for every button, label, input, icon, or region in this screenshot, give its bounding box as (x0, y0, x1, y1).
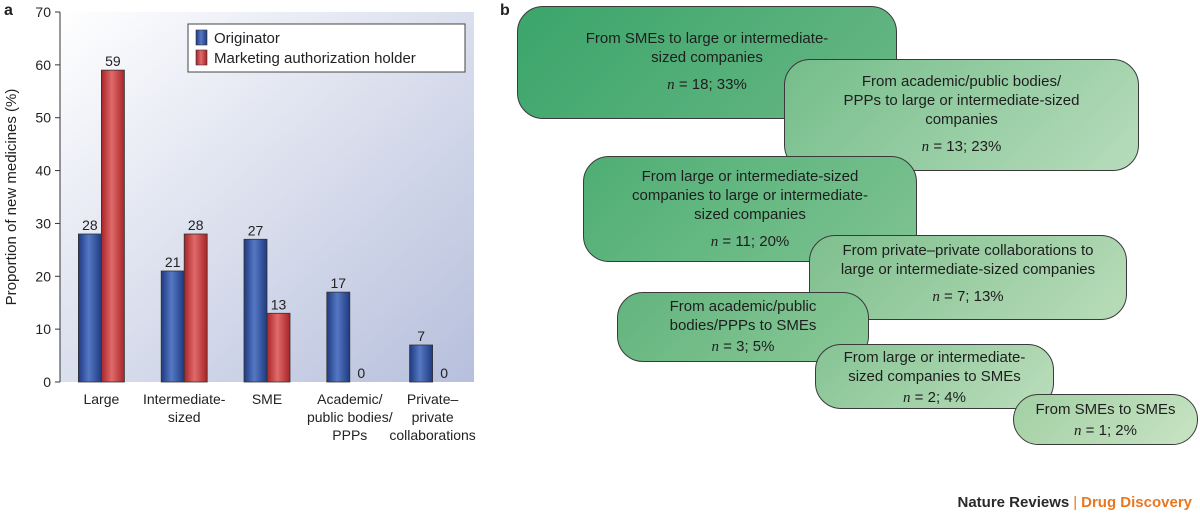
category-label: Academic/public bodies/PPPs (307, 391, 393, 443)
originator-bar (78, 233, 102, 383)
mah-bar (183, 233, 208, 383)
flow-text: From academic/public bodies/ (861, 73, 1062, 90)
flow-text: From SMEs to large or intermediate- (585, 30, 829, 47)
y-tick-label: 30 (35, 215, 51, 231)
y-tick-label: 60 (35, 57, 51, 73)
legend-box (187, 23, 466, 73)
flow-count: n = 13; 23% (921, 138, 1002, 155)
category-label: Large (83, 391, 119, 407)
legend-label: Originator (214, 30, 280, 47)
flow-text: PPPs to large or intermediate-sized (843, 92, 1080, 109)
y-tick-label: 0 (43, 374, 51, 390)
legend: Originator Marketing authorization holder (187, 23, 466, 73)
y-axis: 0 10 20 30 40 50 60 70 (35, 4, 61, 390)
flow-box: From academic/public bodies/PPPs to larg… (784, 59, 1139, 171)
journal-section: Drug Discovery (1081, 494, 1192, 511)
legend-label: Marketing authorization holder (214, 50, 416, 67)
flow-count: n = 18; 33% (667, 76, 747, 93)
bar-value-label: 13 (271, 296, 287, 312)
flow-text: From large or intermediate-sized (641, 168, 859, 185)
flow-text: sized companies (694, 206, 806, 223)
flow-text: From SMEs to SMEs (1035, 401, 1176, 418)
y-tick-label: 40 (35, 163, 51, 179)
journal-name: Nature Reviews (957, 494, 1070, 511)
flow-count: n = 1; 2% (1074, 422, 1137, 439)
flow-text: bodies/PPPs to SMEs (669, 317, 817, 334)
y-tick-label: 70 (35, 4, 51, 20)
bar-value-label: 17 (331, 275, 347, 291)
category-label: SME (252, 391, 282, 407)
mah-bar (101, 69, 125, 383)
panel-a-label: a (4, 2, 13, 19)
flow-count: n = 3; 5% (711, 338, 775, 355)
footer-separator: | (1073, 494, 1078, 511)
flow-box: From SMEs to SMEs n = 1; 2% (1013, 394, 1198, 445)
panel-b-label: b (500, 2, 510, 19)
bar-value-label: 0 (357, 365, 365, 381)
originator-bar (160, 270, 185, 383)
legend-swatch (195, 49, 208, 66)
flow-text: sized companies to SMEs (848, 368, 1021, 385)
flow-box: From large or intermediate-sized compani… (815, 344, 1054, 409)
flow-text: companies (925, 111, 998, 128)
flow-text: companies to large or intermediate- (632, 187, 868, 204)
flow-text: sized companies (651, 49, 763, 66)
category-label: Private– private collaborations (389, 391, 475, 443)
originator-bar (243, 238, 268, 383)
y-tick-label: 20 (35, 268, 51, 284)
mah-bar (266, 312, 291, 383)
bar-value-label: 28 (188, 217, 204, 233)
flow-text: From large or intermediate- (843, 349, 1026, 366)
bar-value-label: 28 (82, 217, 98, 233)
y-tick-label: 10 (35, 321, 51, 337)
flow-count: n = 2; 4% (903, 389, 966, 406)
bar-value-label: 59 (105, 53, 121, 69)
bars: 28 59 21 28 27 13 17 0 7 0 (78, 53, 448, 383)
bar-value-label: 27 (248, 222, 264, 238)
bar-value-label: 21 (165, 254, 181, 270)
originator-bar (326, 291, 351, 383)
footer: Nature Reviews | Drug Discovery (958, 494, 1193, 511)
bar-value-label: 7 (417, 328, 425, 344)
flow-text: From private–private collaborations to (842, 242, 1094, 259)
category-label: Intermediate-sized (143, 391, 226, 425)
legend-swatch (195, 29, 208, 46)
bar-value-label: 0 (440, 365, 448, 381)
flow-text: large or intermediate-sized companies (840, 261, 1096, 278)
y-tick-label: 50 (35, 110, 51, 126)
y-axis-label: Proportion of new medicines (%) (3, 89, 20, 306)
flow-text: From academic/public (669, 298, 817, 315)
originator-bar (409, 344, 434, 383)
x-axis-labels: Large Intermediate-sized SME Academic/publi… (83, 391, 475, 443)
flow-count: n = 11; 20% (710, 233, 790, 250)
flow-count: n = 7; 13% (932, 288, 1004, 305)
